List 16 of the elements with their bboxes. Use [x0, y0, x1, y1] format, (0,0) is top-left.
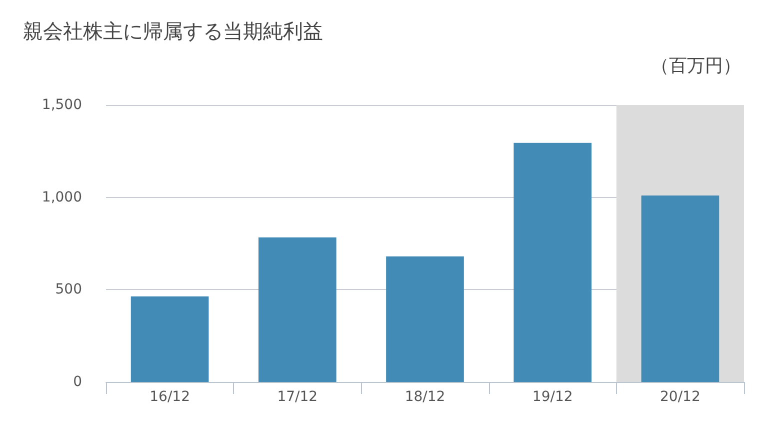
x-tick-label: 16/12 — [150, 389, 190, 405]
x-tick-label: 20/12 — [660, 389, 700, 405]
x-tick-label: 18/12 — [404, 389, 446, 405]
x-tick-label: 17/12 — [277, 389, 318, 405]
y-tick-label: 1,500 — [42, 97, 82, 113]
bar — [641, 195, 720, 382]
y-tick-label: 0 — [73, 374, 82, 390]
y-axis-title: （百万円） — [651, 56, 741, 76]
bar — [130, 296, 209, 382]
bar — [258, 237, 336, 382]
bar — [514, 142, 592, 382]
x-tick-label: 19/12 — [532, 389, 573, 405]
chart-title: 親会社株主に帰属する当期純利益 — [23, 19, 323, 43]
y-tick-label: 1,000 — [42, 189, 82, 206]
bar — [386, 256, 464, 382]
y-tick-label: 500 — [55, 282, 82, 298]
